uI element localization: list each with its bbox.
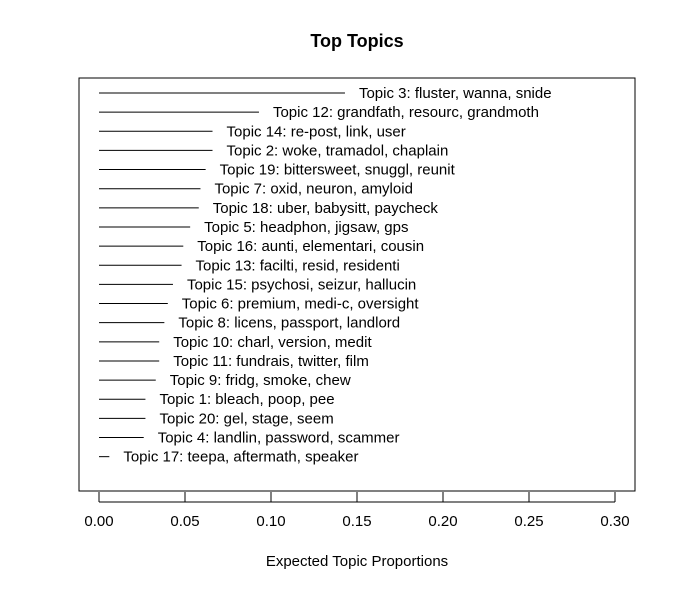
topic-label: Topic 10: charl, version, medit bbox=[173, 334, 372, 351]
topic-label: Topic 15: psychosi, seizur, hallucin bbox=[187, 276, 416, 293]
topic-label: Topic 12: grandfath, resourc, grandmoth bbox=[273, 104, 539, 121]
topic-label: Topic 8: licens, passport, landlord bbox=[178, 315, 400, 332]
x-axis-label: Expected Topic Proportions bbox=[266, 553, 448, 570]
x-tick-label: 0.25 bbox=[514, 513, 543, 530]
topic-label: Topic 13: facilti, resid, residenti bbox=[196, 257, 400, 274]
topic-label: Topic 17: teepa, aftermath, speaker bbox=[123, 449, 358, 466]
topic-label: Topic 2: woke, tramadol, chaplain bbox=[227, 142, 449, 159]
topic-label: Topic 5: headphon, jigsaw, gps bbox=[204, 219, 408, 236]
topic-label: Topic 20: gel, stage, seem bbox=[159, 410, 333, 427]
topic-label: Topic 11: fundrais, twitter, film bbox=[173, 353, 369, 370]
topic-bars: Topic 3: fluster, wanna, snide Topic 12: … bbox=[99, 85, 552, 466]
chart-title: Top Topics bbox=[310, 31, 403, 51]
topic-label: Topic 9: fridg, smoke, chew bbox=[170, 372, 351, 389]
x-tick-label: 0.15 bbox=[342, 513, 371, 530]
topic-label: Topic 6: premium, medi-c, oversight bbox=[182, 296, 420, 313]
topic-label: Topic 19: bittersweet, snuggl, reunit bbox=[220, 162, 456, 179]
topic-label: Topic 7: oxid, neuron, amyloid bbox=[214, 181, 412, 198]
topic-label: Topic 16: aunti, elementari, cousin bbox=[197, 238, 424, 255]
topic-label: Topic 14: re-post, link, user bbox=[227, 123, 406, 140]
x-tick-label: 0.30 bbox=[600, 513, 629, 530]
x-axis: 0.00 0.05 0.10 0.15 0.20 0.25 0.30 bbox=[84, 492, 630, 530]
x-tick-label: 0.00 bbox=[84, 513, 113, 530]
x-tick-label: 0.10 bbox=[256, 513, 285, 530]
topic-label: Topic 18: uber, babysitt, paycheck bbox=[213, 200, 439, 217]
topic-label: Topic 1: bleach, poop, pee bbox=[159, 391, 334, 408]
plot-frame bbox=[78, 77, 636, 492]
x-tick-label: 0.05 bbox=[170, 513, 199, 530]
topic-label: Topic 4: landlin, password, scammer bbox=[158, 430, 400, 447]
topic-label: Topic 3: fluster, wanna, snide bbox=[359, 85, 552, 102]
x-tick-label: 0.20 bbox=[428, 513, 457, 530]
